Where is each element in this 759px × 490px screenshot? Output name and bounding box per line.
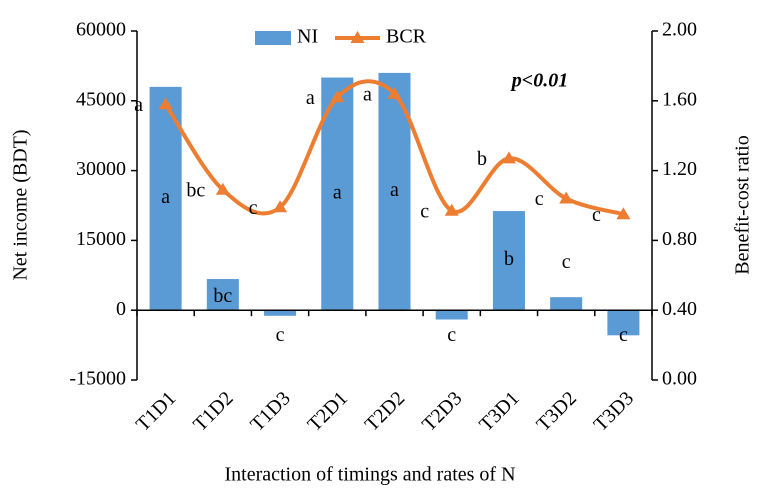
bcr-letter: c [249, 197, 258, 219]
bcr-letter: a [134, 94, 143, 116]
x-tick-label: T1D2 [189, 387, 238, 436]
ni-letter: a [161, 186, 170, 208]
legend-label: BCR [386, 26, 427, 48]
ni-letter: c [619, 324, 628, 346]
x-tick-label: T1D3 [246, 387, 295, 436]
y-tick-label: -15000 [69, 368, 126, 390]
ni-letter: a [333, 181, 342, 203]
bcr-letter: bc [186, 179, 205, 201]
marker [215, 182, 230, 195]
bar [435, 310, 468, 320]
marker [616, 207, 631, 220]
y2-tick-label: 0.40 [662, 298, 697, 320]
ni-letter: b [504, 248, 514, 270]
bar [206, 279, 239, 311]
bcr-letter: c [592, 204, 601, 226]
x-tick-label: T3D3 [590, 387, 639, 436]
marker [501, 151, 516, 164]
legend-swatch [255, 31, 291, 45]
bcr-letter: c [535, 188, 544, 210]
y2-tick-label: 1.20 [662, 158, 697, 180]
y2-tick-label: 1.60 [662, 88, 697, 110]
ni-letter: c [276, 324, 285, 346]
bcr-letter: a [363, 83, 372, 105]
marker [158, 97, 173, 110]
bcr-letter: c [420, 200, 429, 222]
x-tick-label: T2D2 [361, 387, 410, 436]
y-tick-label: 60000 [76, 19, 126, 41]
legend-label: NI [297, 26, 318, 48]
annotation: p<0.01 [510, 70, 568, 92]
ni-letter: c [562, 251, 571, 273]
bcr-letter: a [306, 87, 315, 109]
y2-tick-label: 0.00 [662, 368, 697, 390]
marker [444, 203, 459, 216]
x-tick-label: T2D1 [304, 387, 353, 436]
y-tick-label: 0 [116, 298, 126, 320]
x-axis-title: Interaction of timings and rates of N [224, 464, 515, 486]
bar [264, 310, 297, 316]
y2-tick-label: 0.80 [662, 228, 697, 250]
x-tick-label: T2D3 [418, 387, 467, 436]
y2-axis-title: Benefit-cost ratio [732, 135, 754, 274]
y2-tick-label: 2.00 [662, 19, 697, 41]
ni-letter: a [390, 179, 399, 201]
y-tick-label: 30000 [76, 158, 126, 180]
x-tick-label: T1D1 [132, 387, 181, 436]
x-tick-label: T3D1 [475, 387, 524, 436]
bar [492, 211, 525, 311]
y-tick-label: 45000 [76, 88, 126, 110]
y-axis-title: Net income (BDT) [10, 129, 32, 280]
y-tick-label: 15000 [76, 228, 126, 250]
bcr-letter: b [477, 148, 487, 170]
marker [559, 191, 574, 204]
ni-letter: bc [213, 285, 232, 307]
marker [273, 200, 288, 213]
x-tick-label: T3D2 [532, 387, 581, 436]
bar [550, 297, 583, 311]
legend-swatch [350, 31, 365, 43]
ni-letter: c [447, 324, 456, 346]
bar [607, 310, 640, 336]
marker [387, 86, 402, 99]
marker [330, 90, 345, 103]
